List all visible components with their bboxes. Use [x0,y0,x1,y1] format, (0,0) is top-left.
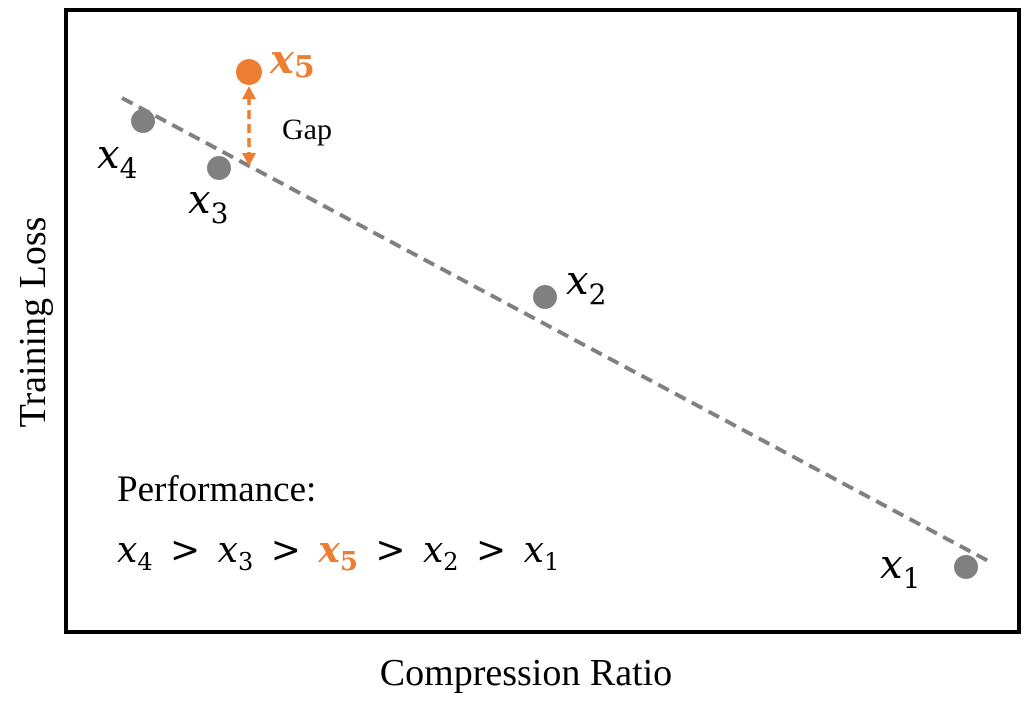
point-x3 [207,156,231,180]
label-x2: x2 [566,258,606,311]
point-x2 [533,285,557,309]
y-axis-label: Training Loss [12,216,54,428]
performance-title: Performance: [117,469,317,510]
gap-label: Gap [282,113,332,146]
x-axis-label: Compression Ratio [379,652,673,694]
trend-line [121,96,993,565]
plot-frame [64,8,1021,634]
point-x5 [236,59,262,85]
label-x5: x5 [269,36,315,85]
point-x4 [131,109,155,133]
gap-arrow [242,86,256,166]
label-x1: x1 [880,542,920,595]
label-x4: x4 [97,132,137,185]
label-x3: x3 [188,177,228,230]
performance-ordering: x4 > x3 > x5 > x2 > x1 [117,529,559,579]
point-x1 [954,555,978,579]
